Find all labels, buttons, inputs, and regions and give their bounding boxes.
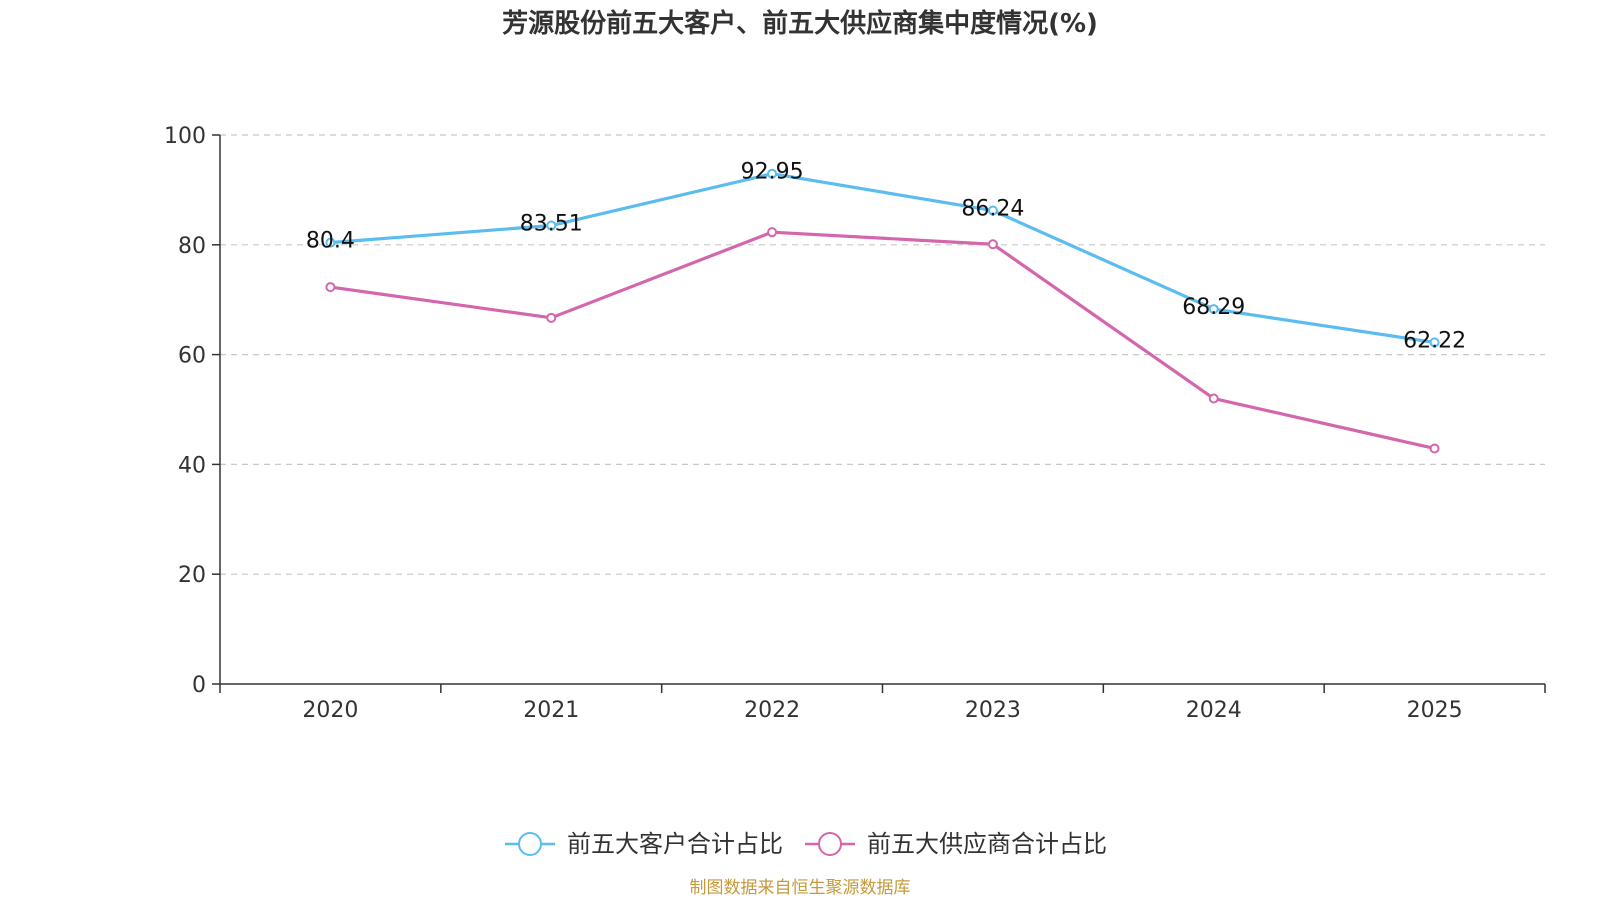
data-point [1208, 304, 1219, 315]
axes: 0 20 40 60 80 100 2020 2021 2022 2023 2024 2025 [164, 124, 1546, 723]
data-point [987, 205, 998, 216]
grid-lines [220, 134, 1545, 575]
series-lines [325, 168, 1440, 454]
data-point [546, 220, 557, 231]
series-line-1 [330, 172, 1435, 344]
legend-label: 前五大供应商合计占比 [867, 830, 1107, 858]
data-point [767, 227, 778, 238]
data-point [1208, 393, 1219, 404]
data-point [325, 237, 336, 248]
data-label: 86.24 [961, 197, 1024, 222]
data-label: 92.95 [741, 160, 804, 185]
y-tick-label: 0 [192, 673, 206, 698]
x-tick-label: 2021 [523, 698, 579, 723]
data-point [767, 168, 778, 179]
data-point [325, 282, 336, 293]
source-note: 制图数据来自恒生聚源数据库 [690, 878, 911, 898]
x-tick-label: 2020 [302, 698, 358, 723]
data-point [1429, 443, 1440, 454]
legend-marker [518, 832, 542, 856]
x-tick-label: 2024 [1186, 698, 1242, 723]
data-point [987, 239, 998, 250]
y-tick-label: 100 [164, 124, 206, 149]
legend-marker [818, 832, 842, 856]
legend-label: 前五大客户合计占比 [567, 830, 783, 858]
x-tick-label: 2023 [965, 698, 1021, 723]
data-label: 83.51 [520, 212, 583, 237]
y-tick-label: 80 [178, 234, 206, 259]
legend: 前五大客户合计占比 前五大供应商合计占比 [505, 830, 1107, 858]
data-point [546, 312, 557, 323]
x-tick-label: 2025 [1407, 698, 1463, 723]
y-tick-label: 20 [178, 563, 206, 588]
y-tick-label: 40 [178, 453, 206, 478]
legend-item-2: 前五大供应商合计占比 [805, 830, 1107, 858]
data-labels: 80.4 83.51 92.95 86.24 68.29 62.22 [306, 160, 1466, 354]
y-tick-label: 60 [178, 344, 206, 369]
chart-title: 芳源股份前五大客户、前五大供应商集中度情况(%) [502, 8, 1098, 39]
series-line-2 [330, 230, 1435, 451]
data-label: 68.29 [1182, 295, 1245, 320]
x-tick-label: 2022 [744, 698, 800, 723]
legend-item-1: 前五大客户合计占比 [505, 830, 783, 858]
data-label: 80.4 [306, 229, 355, 254]
data-label: 62.22 [1403, 328, 1466, 353]
data-point [1429, 337, 1440, 348]
